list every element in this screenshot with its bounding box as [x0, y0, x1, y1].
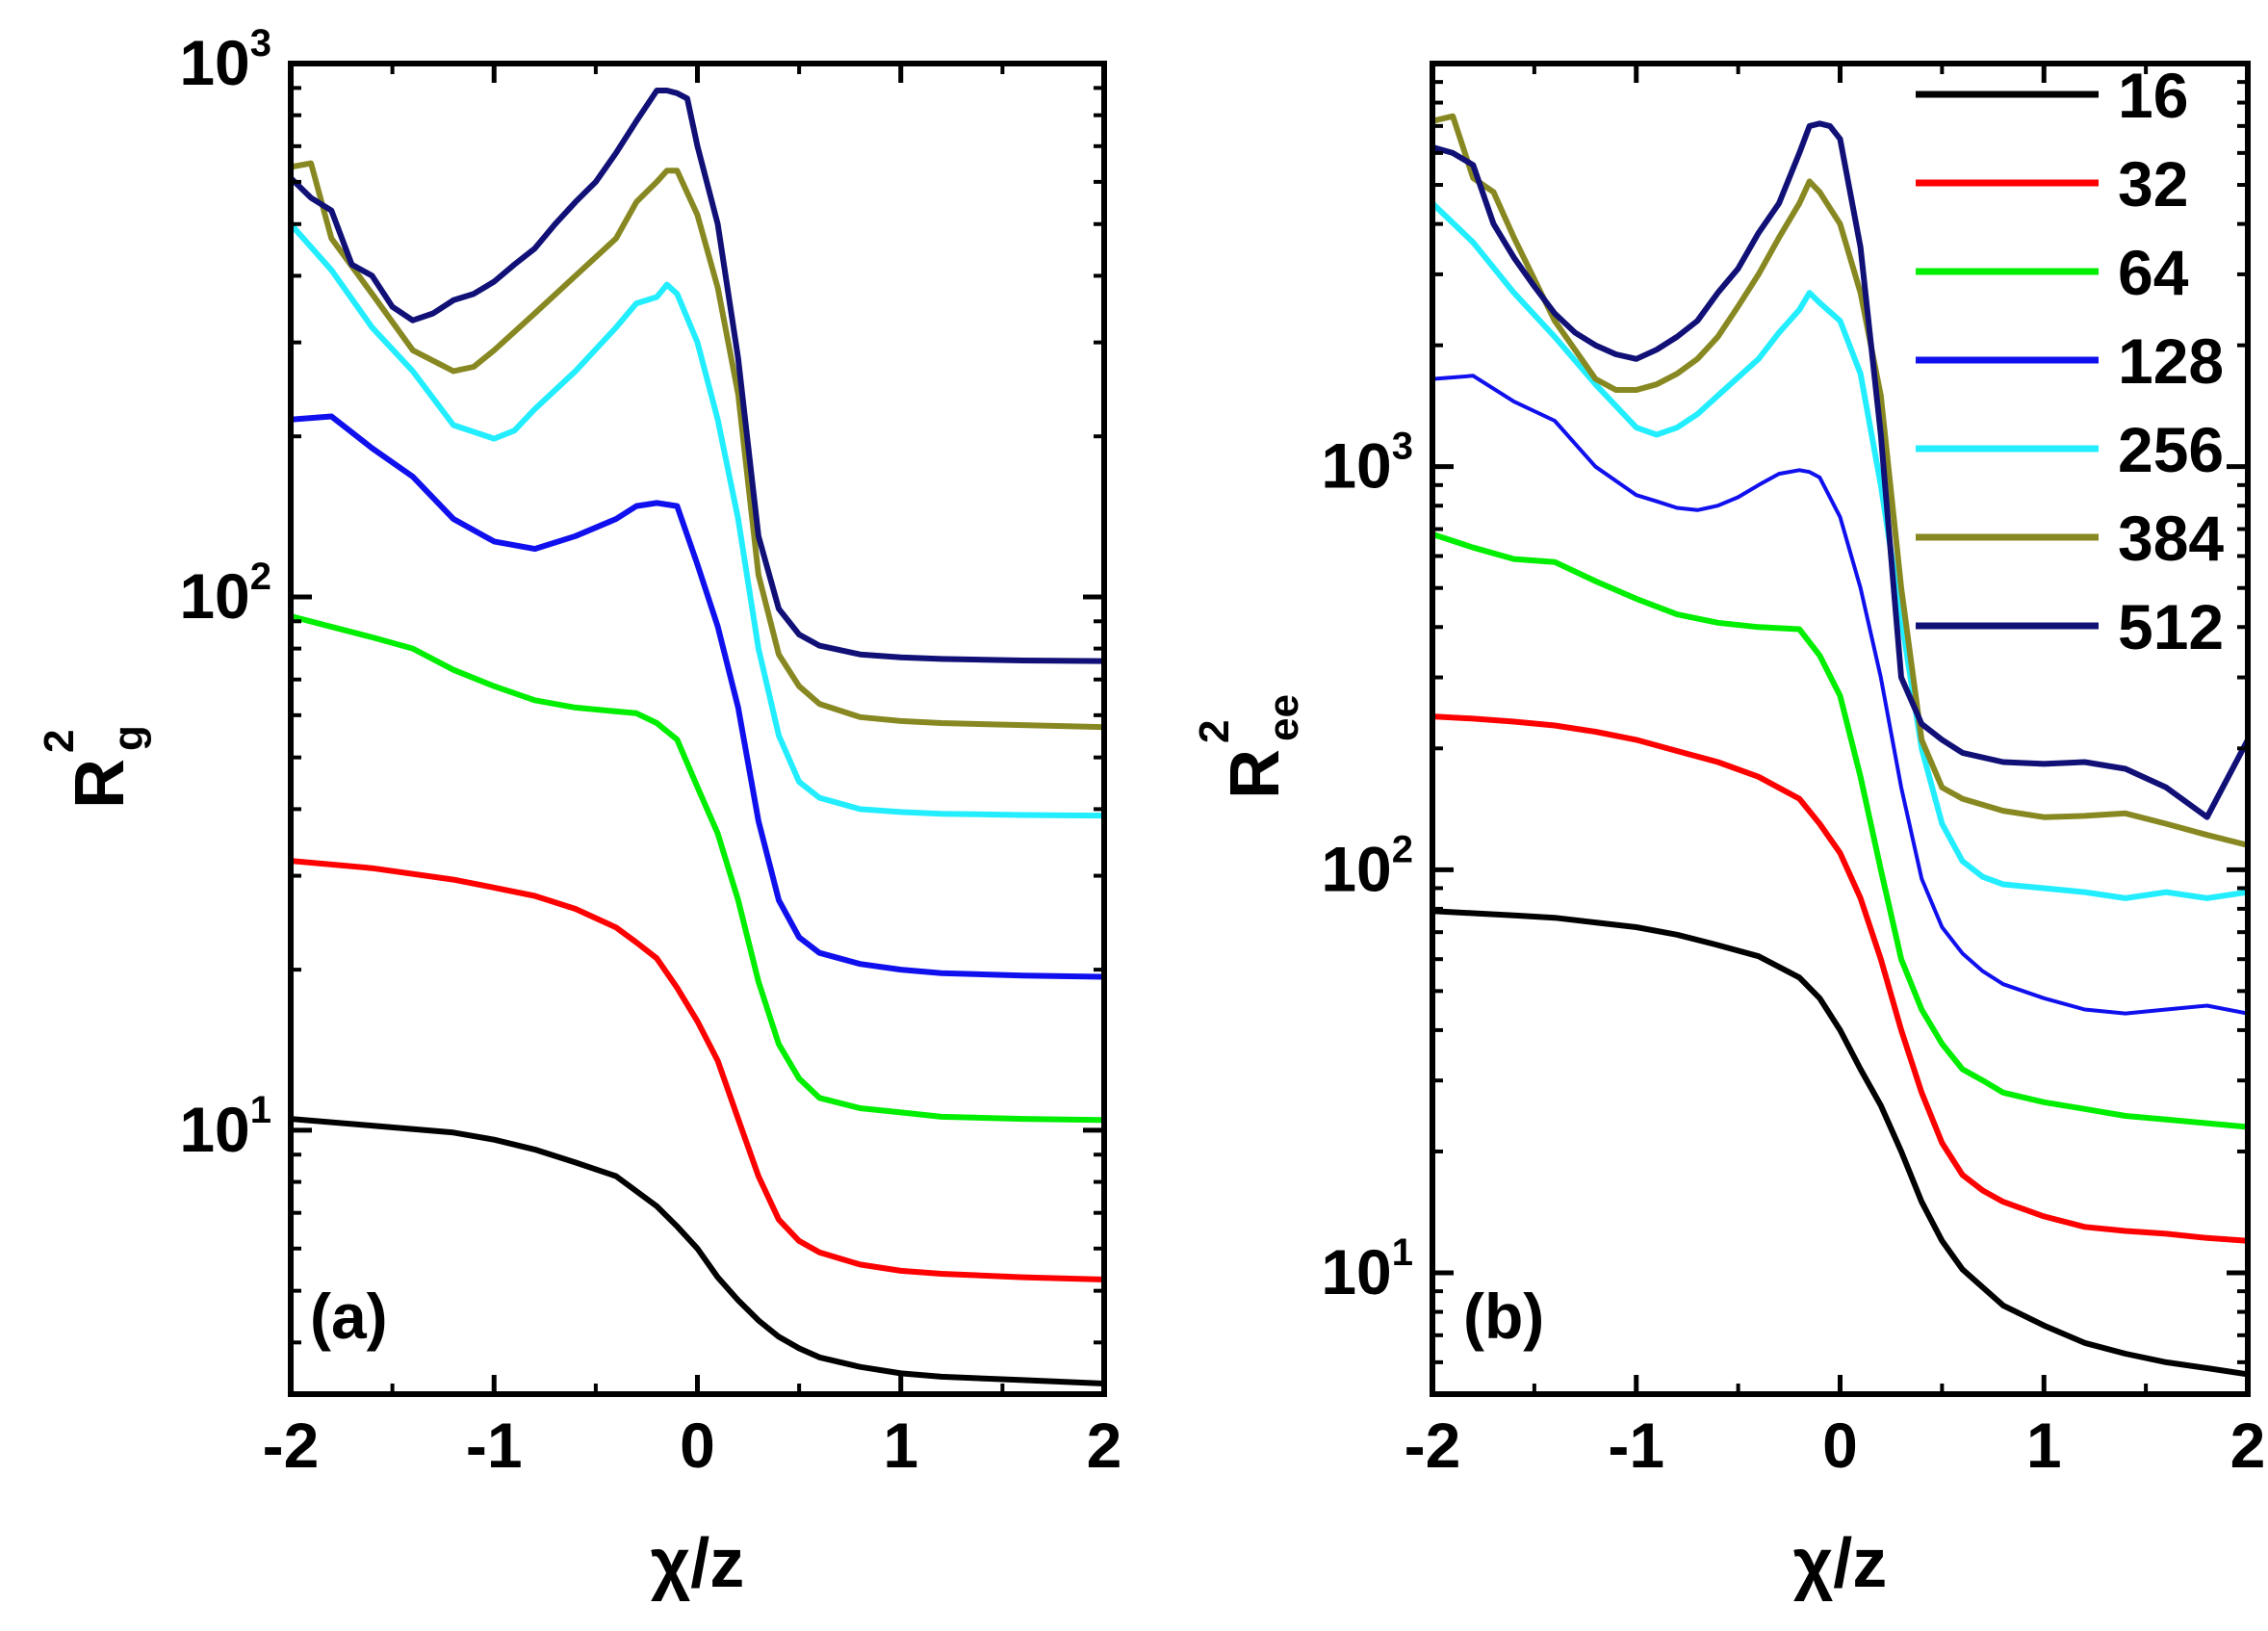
- y-axis-title-sub: g: [105, 725, 152, 751]
- y-tick-base: 10: [179, 27, 249, 98]
- series-line-384: [1432, 113, 2248, 848]
- y-tick-exponent: 2: [250, 556, 271, 598]
- legend-label-256: 256: [2118, 414, 2224, 485]
- y-tick-label: 103: [1321, 426, 1413, 502]
- x-tick-label: 1: [883, 1410, 918, 1481]
- y-tick-base: 10: [179, 560, 249, 632]
- series-line-64: [1432, 531, 2248, 1130]
- y-tick-label: 102: [1321, 828, 1413, 904]
- series-line-128: [291, 413, 1104, 980]
- series-line-256: [291, 221, 1104, 819]
- y-axis-title-main: R: [1217, 749, 1294, 799]
- series-line-384: [291, 160, 1104, 731]
- y-tick-exponent: 1: [250, 1089, 271, 1131]
- x-tick-label: 1: [2026, 1410, 2062, 1481]
- series-group: [1432, 113, 2248, 1378]
- panel-label: (a): [310, 1281, 388, 1352]
- y-tick-label: 102: [179, 556, 271, 632]
- x-tick-label: 0: [680, 1410, 715, 1481]
- y-axis-title-sup: 2: [36, 730, 83, 753]
- y-axis-title: R 2 ee: [1191, 694, 1307, 799]
- series-line-512: [1432, 120, 2248, 820]
- x-tick-label: -1: [1608, 1410, 1664, 1481]
- x-tick-label: 2: [2230, 1410, 2266, 1481]
- x-tick-label: 2: [1087, 1410, 1122, 1481]
- x-axis-title: χ/z: [651, 1525, 744, 1602]
- y-tick-base: 10: [1321, 1236, 1391, 1307]
- series-line-64: [291, 613, 1104, 1124]
- legend: 16 32 64 128 256 384 512: [1916, 60, 2224, 662]
- y-tick-exponent: 2: [1392, 828, 1413, 870]
- x-tick-label: -2: [263, 1410, 320, 1481]
- series-line-32: [1432, 713, 2248, 1244]
- legend-label-64: 64: [2118, 237, 2189, 308]
- series-line-128: [1432, 374, 2248, 1016]
- x-axis-title: χ/z: [1793, 1525, 1887, 1602]
- y-tick-base: 10: [179, 1094, 249, 1165]
- series-group: [291, 88, 1104, 1386]
- y-axis-title-main: R: [62, 759, 139, 809]
- x-tick-label: -2: [1405, 1410, 1461, 1481]
- y-axis-title: R 2 g: [36, 725, 152, 809]
- x-tick-label: 0: [1822, 1410, 1858, 1481]
- series-line-512: [291, 88, 1104, 664]
- legend-label-128: 128: [2118, 325, 2224, 397]
- y-tick-base: 10: [1321, 833, 1391, 904]
- y-tick-exponent: 1: [1392, 1231, 1413, 1274]
- legend-label-16: 16: [2118, 60, 2188, 131]
- series-line-16: [1432, 908, 2248, 1378]
- series-line-256: [1432, 201, 2248, 901]
- legend-label-384: 384: [2118, 503, 2224, 574]
- legend-label-512: 512: [2118, 591, 2224, 662]
- y-tick-label: 103: [179, 22, 271, 98]
- y-tick-label: 101: [179, 1089, 271, 1165]
- series-line-16: [291, 1116, 1104, 1386]
- y-tick-exponent: 3: [1392, 426, 1413, 468]
- y-axis-title-sup: 2: [1191, 720, 1238, 743]
- panel-label: (b): [1463, 1281, 1544, 1352]
- y-tick-base: 10: [1321, 430, 1391, 502]
- x-tick-label: -1: [466, 1410, 523, 1481]
- y-tick-exponent: 3: [250, 22, 271, 65]
- legend-label-32: 32: [2118, 148, 2188, 220]
- y-axis-title-sub: ee: [1260, 694, 1307, 741]
- series-line-32: [291, 858, 1104, 1282]
- y-tick-label: 101: [1321, 1231, 1413, 1307]
